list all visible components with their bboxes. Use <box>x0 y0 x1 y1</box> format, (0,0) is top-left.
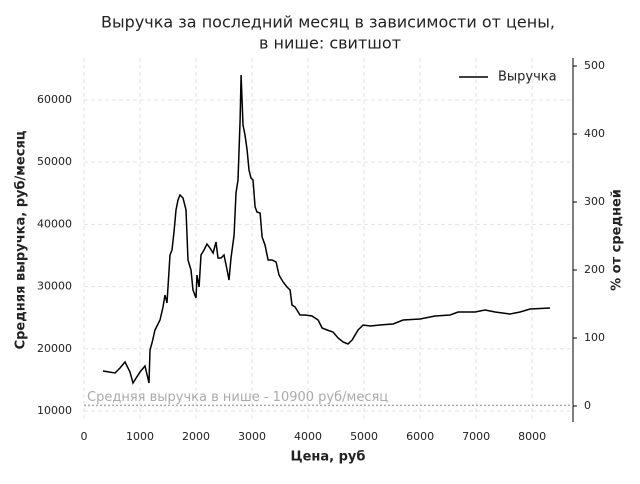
chart-title: в нише: свитшот <box>259 34 401 53</box>
y2-tick-label: 300 <box>584 195 605 208</box>
chart-title: Выручка за последний месяц в зависимости… <box>101 13 555 32</box>
x-tick-label: 6000 <box>406 430 434 443</box>
x-tick-label: 8000 <box>518 430 546 443</box>
x-axis-label: Цена, руб <box>291 450 366 465</box>
y2-tick-label: 400 <box>584 127 605 140</box>
y2-tick-label: 0 <box>584 399 591 412</box>
x-tick-label: 0 <box>81 430 88 443</box>
x-tick-label: 4000 <box>294 430 322 443</box>
x-tick-label: 1000 <box>126 430 154 443</box>
y-tick-label: 50000 <box>37 155 72 168</box>
average-label: Средняя выручка в нише - 10900 руб/месяц <box>87 390 388 405</box>
y-tick-label: 30000 <box>37 280 72 293</box>
y2-tick-label: 100 <box>584 331 605 344</box>
y-tick-label: 60000 <box>37 93 72 106</box>
y-tick-label: 40000 <box>37 217 72 230</box>
line-series <box>102 74 551 385</box>
y2-tick-label: 200 <box>584 263 605 276</box>
x-tick-label: 2000 <box>182 430 210 443</box>
legend-label: Выручка <box>498 70 557 85</box>
y2-tick-label: 500 <box>584 59 605 72</box>
x-tick-label: 5000 <box>350 430 378 443</box>
y2-axis-label: % от средней <box>610 189 625 291</box>
y-tick-label: 10000 <box>37 404 72 417</box>
y-tick-label: 20000 <box>37 342 72 355</box>
y-axis-label: Средняя выручка, руб/месяц <box>14 130 29 349</box>
x-tick-label: 3000 <box>238 430 266 443</box>
x-tick-label: 7000 <box>462 430 490 443</box>
